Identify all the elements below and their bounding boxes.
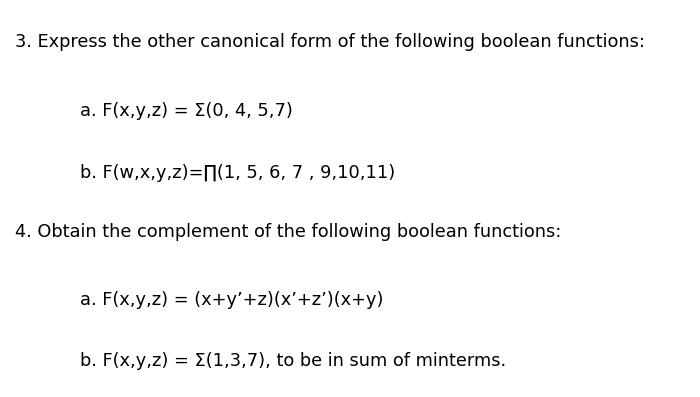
Text: a. F(x,y,z) = Σ(0, 4, 5,7): a. F(x,y,z) = Σ(0, 4, 5,7) bbox=[80, 102, 293, 120]
Text: 4. Obtain the complement of the following boolean functions:: 4. Obtain the complement of the followin… bbox=[15, 223, 562, 241]
Text: 3. Express the other canonical form of the following boolean functions:: 3. Express the other canonical form of t… bbox=[15, 33, 645, 51]
Text: b. F(w,x,y,z)=∏(1, 5, 6, 7 , 9,10,11): b. F(w,x,y,z)=∏(1, 5, 6, 7 , 9,10,11) bbox=[80, 164, 395, 182]
Text: b. F(x,y,z) = Σ(1,3,7), to be in sum of minterms.: b. F(x,y,z) = Σ(1,3,7), to be in sum of … bbox=[80, 352, 507, 370]
Text: a. F(x,y,z) = (x+y’+z)(x’+z’)(x+y): a. F(x,y,z) = (x+y’+z)(x’+z’)(x+y) bbox=[80, 291, 384, 309]
